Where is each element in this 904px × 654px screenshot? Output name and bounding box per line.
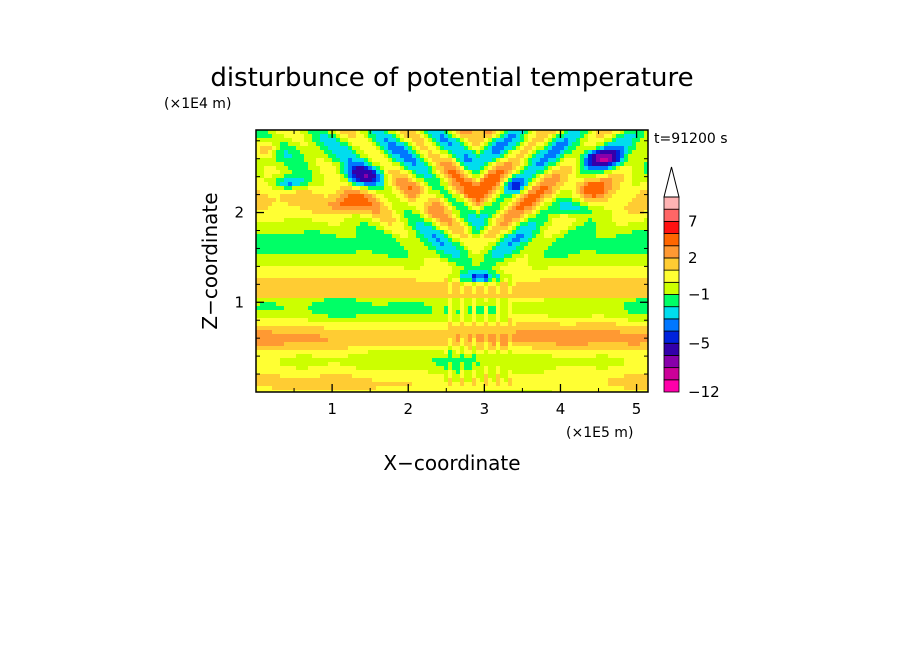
x-axis-label: X−coordinate — [383, 451, 520, 475]
colorbar: −12−5−127 — [663, 166, 720, 401]
colorbar-swatch — [663, 269, 680, 283]
colorbar-swatch — [663, 306, 680, 320]
colorbar-swatch — [663, 245, 680, 259]
colorbar-tick-label: −1 — [688, 286, 710, 304]
colorbar-tick-label: −5 — [688, 334, 710, 352]
colorbar-swatch — [663, 379, 680, 393]
colorbar-swatch — [663, 281, 680, 295]
y-tick-label: 2 — [234, 204, 244, 222]
y-tick-label: 1 — [234, 293, 244, 311]
colorbar-tick-label: −12 — [688, 383, 720, 401]
colorbar-swatch — [663, 196, 680, 210]
colorbar-swatch — [663, 220, 680, 234]
x-unit-label: (×1E5 m) — [566, 425, 633, 441]
y-axis-label: Z−coordinate — [198, 192, 222, 329]
x-tick-label: 4 — [556, 400, 566, 418]
colorbar-swatch — [663, 257, 680, 271]
y-axis: 12 — [234, 140, 648, 375]
colorbar-swatch — [663, 233, 680, 247]
colorbar-swatch — [663, 367, 680, 381]
colorbar-swatch — [663, 355, 680, 369]
contour-field — [256, 130, 648, 392]
y-unit-label: (×1E4 m) — [164, 96, 231, 112]
colorbar-tick-label: 7 — [688, 212, 698, 230]
colorbar-swatch — [663, 318, 680, 332]
x-tick-label: 3 — [480, 400, 490, 418]
colorbar-tick-label: 2 — [688, 249, 698, 267]
chart-title: disturbunce of potential temperature — [210, 63, 693, 93]
colorbar-swatch — [663, 294, 680, 308]
colorbar-extend-arrow — [663, 166, 680, 198]
colorbar-swatch — [663, 342, 680, 356]
x-tick-label: 2 — [403, 400, 413, 418]
plot-frame — [255, 129, 649, 393]
colorbar-swatch — [663, 208, 680, 222]
x-tick-label: 5 — [632, 400, 642, 418]
time-label: t=91200 s — [654, 131, 728, 147]
x-tick-label: 1 — [327, 400, 337, 418]
colorbar-swatch — [663, 330, 680, 344]
x-axis: 1 2 3 4 5 — [293, 130, 642, 418]
